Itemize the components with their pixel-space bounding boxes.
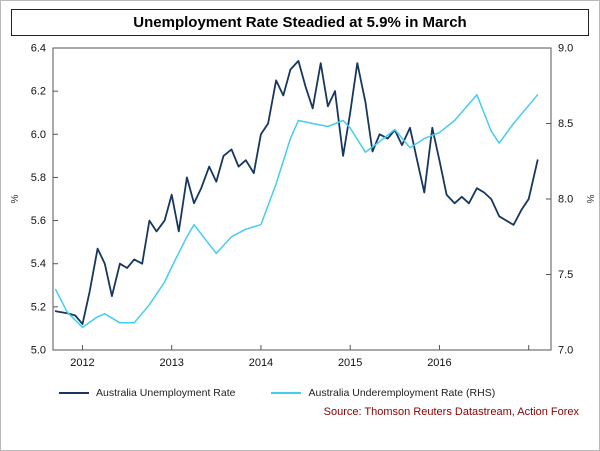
right-tick-label: 8.5 (558, 118, 573, 130)
x-tick-label: 2014 (249, 357, 273, 369)
chart-title: Unemployment Rate Steadied at 5.9% in Ma… (11, 9, 589, 36)
legend-swatch-underemployment (271, 392, 302, 394)
left-tick-label: 6.0 (31, 129, 46, 141)
right-axis-unit-label: % (584, 195, 595, 204)
right-tick-label: 8.0 (558, 194, 573, 206)
chart-canvas: 5.0 5.2 5.4 5.6 5.8 6.0 6.2 6.4 7.0 7.5 8.0 8.5 9.0 2… (10, 43, 595, 370)
left-tick-label: 5.4 (31, 258, 46, 270)
legend: Australia Unemployment Rate Australia Un… (59, 384, 593, 402)
left-tick-label: 6.2 (31, 86, 46, 98)
legend-item-underemployment: Australia Underemployment Rate (RHS) (271, 387, 495, 399)
left-tick-label: 5.0 (31, 345, 46, 357)
left-tick-label: 5.8 (31, 172, 46, 184)
x-tick-label: 2015 (338, 357, 362, 369)
plot-border (52, 47, 552, 351)
series-line-underemployment (54, 94, 539, 329)
legend-label-unemployment: Australia Unemployment Rate (96, 387, 236, 399)
x-tick-label: 2012 (70, 357, 94, 369)
left-axis-unit-label: % (10, 194, 21, 203)
left-tick-label: 6.4 (31, 43, 46, 55)
right-tick-label: 7.0 (558, 345, 573, 357)
x-tick-label: 2016 (427, 357, 451, 369)
left-tick-label: 5.2 (31, 301, 46, 313)
series-line-unemployment (54, 59, 539, 326)
source-credit: Source: Thomson Reuters Datastream, Acti… (323, 406, 579, 418)
left-tick-label: 5.6 (31, 215, 46, 227)
legend-label-underemployment: Australia Underemployment Rate (RHS) (308, 387, 496, 399)
legend-item-unemployment: Australia Unemployment Rate (59, 387, 235, 399)
legend-swatch-unemployment (59, 392, 89, 394)
right-tick-label: 9.0 (558, 43, 573, 55)
x-tick-label: 2013 (159, 357, 183, 369)
chart-area: 5.0 5.2 5.4 5.6 5.8 6.0 6.2 6.4 7.0 7.5 8.0 8.5 9.0 2… (7, 38, 595, 382)
right-tick-label: 7.5 (558, 269, 573, 281)
